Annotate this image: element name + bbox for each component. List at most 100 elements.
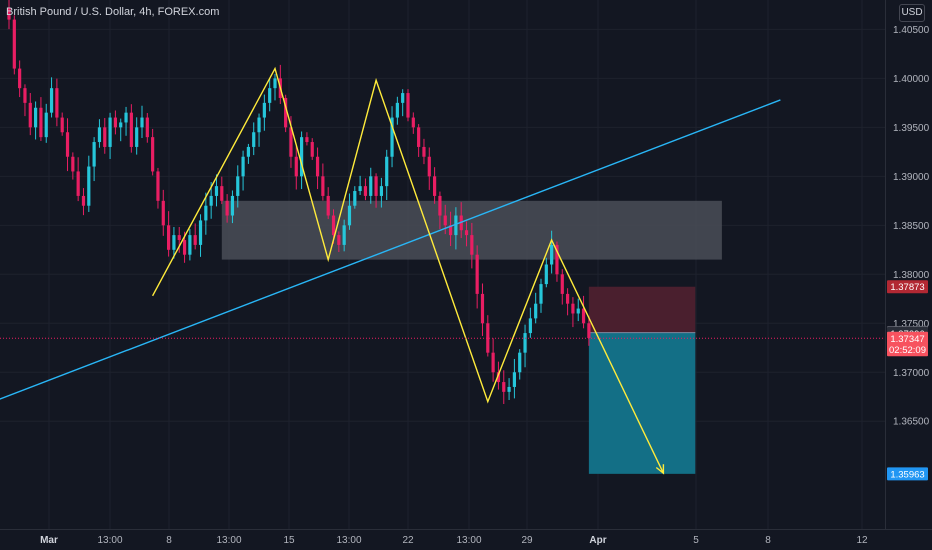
candle-body bbox=[480, 293, 485, 324]
pattern-arrowhead bbox=[655, 464, 665, 475]
candle-body bbox=[49, 88, 54, 113]
time-tick-label: 13:00 bbox=[456, 535, 481, 546]
candle-body bbox=[113, 117, 117, 128]
candle-body bbox=[273, 78, 277, 89]
price-label-text: 1.35963 bbox=[890, 469, 924, 480]
short-position-tool[interactable] bbox=[588, 286, 696, 474]
candle-body bbox=[18, 68, 22, 89]
price-axis-labels: 1.378731.374051.373961.3734702:52:091.35… bbox=[887, 280, 928, 481]
candle-body bbox=[470, 235, 474, 255]
candle-body bbox=[97, 127, 102, 143]
candle-body bbox=[326, 195, 330, 216]
candle-body bbox=[92, 142, 96, 167]
stop-loss-area[interactable] bbox=[588, 286, 696, 333]
time-tick-label: 29 bbox=[521, 535, 533, 546]
candle-body bbox=[151, 137, 155, 172]
candle-body bbox=[12, 19, 16, 69]
price-label-bg bbox=[887, 280, 928, 294]
time-axis[interactable]: Mar 13:00 8 13:00 15 13:00 22 13:00 29 Apr 5 8 12 bbox=[40, 535, 868, 546]
currency-button[interactable]: USD bbox=[899, 4, 925, 22]
take-profit-area[interactable] bbox=[588, 332, 696, 474]
candle-body bbox=[523, 333, 527, 353]
candle-body bbox=[544, 264, 548, 285]
candle-body bbox=[587, 323, 591, 338]
candle-body bbox=[502, 382, 506, 392]
candle-body bbox=[252, 132, 256, 147]
time-tick-label: Mar bbox=[40, 535, 58, 546]
price-axis[interactable]: 1.40500 1.40000 1.39500 1.39000 1.38500 1.380… bbox=[893, 25, 930, 428]
price-label-bg bbox=[887, 331, 928, 345]
price-tick-label: 1.40500 bbox=[893, 25, 930, 36]
candle-body bbox=[406, 93, 410, 118]
candle-body bbox=[209, 195, 213, 206]
candle-body bbox=[363, 186, 368, 196]
candle-body bbox=[156, 171, 160, 201]
price-tick-label: 1.37500 bbox=[893, 319, 930, 330]
price-label-bg bbox=[887, 467, 928, 481]
candle-body bbox=[353, 191, 357, 206]
candle-body bbox=[28, 102, 32, 128]
candle-body bbox=[108, 117, 112, 147]
candle-body bbox=[119, 122, 123, 128]
time-tick-label: 8 bbox=[166, 535, 172, 546]
candle-body bbox=[81, 195, 86, 206]
candle-body bbox=[550, 244, 554, 265]
candle-body bbox=[315, 156, 320, 177]
candle-body bbox=[284, 97, 288, 128]
candle-body bbox=[103, 127, 107, 147]
pattern-path bbox=[151, 66, 665, 474]
price-tick-label: 1.37000 bbox=[893, 368, 930, 379]
candle-body bbox=[268, 88, 272, 103]
candle-body bbox=[496, 372, 501, 383]
candle-body bbox=[182, 240, 187, 255]
candle-body bbox=[321, 176, 325, 196]
candle-body bbox=[438, 195, 442, 216]
candle-body bbox=[23, 88, 27, 103]
candle-body bbox=[55, 88, 59, 118]
candle-body bbox=[427, 156, 431, 177]
candle-body bbox=[374, 176, 378, 196]
candle-body bbox=[87, 166, 91, 206]
candle-body bbox=[464, 230, 469, 236]
drawings bbox=[0, 66, 885, 475]
candle-body bbox=[71, 156, 75, 172]
candle-body bbox=[188, 235, 192, 255]
candle-body bbox=[358, 186, 362, 192]
candle-body bbox=[124, 112, 128, 123]
price-tick-label: 1.36500 bbox=[893, 417, 930, 428]
trendline bbox=[0, 99, 781, 400]
candle-body bbox=[310, 142, 314, 157]
time-tick-label: Apr bbox=[589, 535, 606, 546]
candle-body bbox=[60, 117, 64, 133]
candle-body bbox=[379, 186, 383, 196]
candle-body bbox=[491, 352, 495, 373]
candle-body bbox=[411, 117, 415, 128]
candle-body bbox=[342, 225, 346, 245]
candle-body bbox=[512, 372, 516, 387]
candle-body bbox=[294, 156, 298, 177]
time-tick-label: 15 bbox=[283, 535, 295, 546]
candle-body bbox=[161, 200, 165, 226]
candlestick-series bbox=[7, 0, 591, 404]
candle-body bbox=[390, 117, 394, 157]
time-tick-label: 13:00 bbox=[336, 535, 361, 546]
candle-body bbox=[289, 127, 293, 157]
candle-body bbox=[262, 102, 266, 118]
candle-body bbox=[518, 352, 522, 373]
symbol-title: British Pound / U.S. Dollar, 4h, FOREX.c… bbox=[6, 6, 220, 18]
price-label-text: 1.37347 bbox=[890, 334, 924, 345]
price-label-text: 02:52:09 bbox=[889, 345, 926, 356]
candle-body bbox=[571, 303, 575, 314]
candle-body bbox=[305, 137, 309, 143]
candle-body bbox=[198, 220, 203, 245]
price-tick-label: 1.38500 bbox=[893, 221, 930, 232]
candle-body bbox=[135, 127, 139, 147]
candle-body bbox=[167, 225, 171, 250]
candle-body bbox=[225, 200, 229, 216]
candle-body bbox=[230, 195, 235, 216]
candle-body bbox=[433, 176, 437, 196]
candle-body bbox=[193, 235, 197, 245]
candle-body bbox=[566, 293, 570, 304]
